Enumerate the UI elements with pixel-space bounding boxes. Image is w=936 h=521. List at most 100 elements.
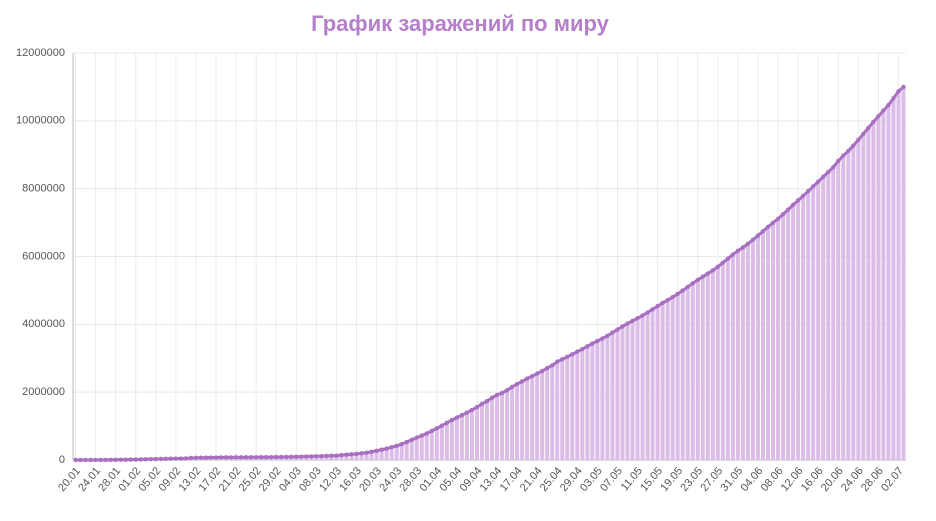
point xyxy=(560,357,565,362)
bar xyxy=(565,356,570,460)
bar xyxy=(755,235,760,460)
bar xyxy=(750,239,755,460)
bar xyxy=(429,430,434,460)
point xyxy=(841,153,846,158)
y-tick-label: 0 xyxy=(59,454,65,466)
point xyxy=(685,284,690,290)
bar xyxy=(675,293,680,460)
point xyxy=(760,229,766,234)
point xyxy=(484,398,490,404)
point xyxy=(765,224,771,230)
bar xyxy=(846,150,851,460)
bar xyxy=(876,116,881,460)
point xyxy=(800,193,806,199)
point xyxy=(695,277,700,283)
bar xyxy=(384,448,389,460)
bar xyxy=(590,343,595,460)
bar xyxy=(610,332,615,460)
point xyxy=(399,441,404,447)
point xyxy=(700,274,705,279)
bar xyxy=(801,195,806,461)
point xyxy=(705,271,710,276)
bar xyxy=(545,368,550,460)
point xyxy=(499,390,505,396)
bar xyxy=(615,329,620,460)
bar xyxy=(344,454,349,460)
point xyxy=(123,457,128,462)
point xyxy=(78,457,83,463)
bar xyxy=(585,346,590,460)
point xyxy=(509,384,515,390)
x-tick-label: 02.07 xyxy=(879,465,906,494)
bar xyxy=(901,86,906,461)
point xyxy=(519,379,525,384)
point xyxy=(384,446,389,451)
point xyxy=(901,84,906,90)
point xyxy=(253,455,259,460)
point xyxy=(93,457,98,463)
point xyxy=(128,457,133,462)
point xyxy=(625,321,630,326)
bar xyxy=(575,351,580,460)
x-tick-label: 07.05 xyxy=(598,465,625,494)
bar xyxy=(665,300,670,460)
point xyxy=(434,426,440,431)
bar xyxy=(505,390,510,460)
point xyxy=(826,169,831,175)
bar xyxy=(464,412,469,460)
point xyxy=(585,344,590,349)
point xyxy=(193,455,199,461)
point xyxy=(404,439,409,445)
bar xyxy=(540,371,545,460)
bar xyxy=(520,381,525,460)
bar xyxy=(806,191,811,460)
bar xyxy=(555,361,560,460)
bar xyxy=(625,323,630,460)
point xyxy=(464,410,470,415)
point xyxy=(474,404,480,410)
bar xyxy=(560,359,565,460)
bar xyxy=(831,167,836,460)
bar xyxy=(414,437,419,460)
point xyxy=(449,417,455,423)
point xyxy=(876,114,881,119)
bar xyxy=(630,320,635,460)
point xyxy=(183,456,189,461)
point xyxy=(550,363,555,368)
point xyxy=(780,212,786,217)
point xyxy=(188,455,194,461)
point xyxy=(529,373,535,379)
point xyxy=(233,455,239,460)
point xyxy=(795,198,801,203)
point xyxy=(389,444,394,450)
point xyxy=(304,454,309,459)
point xyxy=(514,381,520,387)
point xyxy=(715,264,721,269)
point xyxy=(419,433,424,438)
point xyxy=(118,457,123,462)
bar xyxy=(655,306,660,460)
bar xyxy=(896,91,901,460)
point xyxy=(319,453,324,459)
point xyxy=(359,451,364,456)
bar xyxy=(399,444,404,460)
point xyxy=(645,310,650,315)
bar xyxy=(605,335,610,460)
bar xyxy=(454,417,459,460)
bar xyxy=(861,133,866,460)
bar xyxy=(339,455,344,460)
point xyxy=(675,291,680,297)
point xyxy=(745,241,751,247)
point xyxy=(103,457,108,463)
bar xyxy=(600,338,605,460)
point xyxy=(615,327,620,332)
point xyxy=(610,330,615,335)
y-tick-label: 12000000 xyxy=(16,47,65,59)
bar xyxy=(369,451,374,460)
point xyxy=(821,174,826,180)
bar xyxy=(735,250,740,460)
point xyxy=(815,179,821,184)
point xyxy=(866,125,871,131)
chart-title: График заражений по миру xyxy=(311,11,610,36)
point xyxy=(429,428,434,434)
